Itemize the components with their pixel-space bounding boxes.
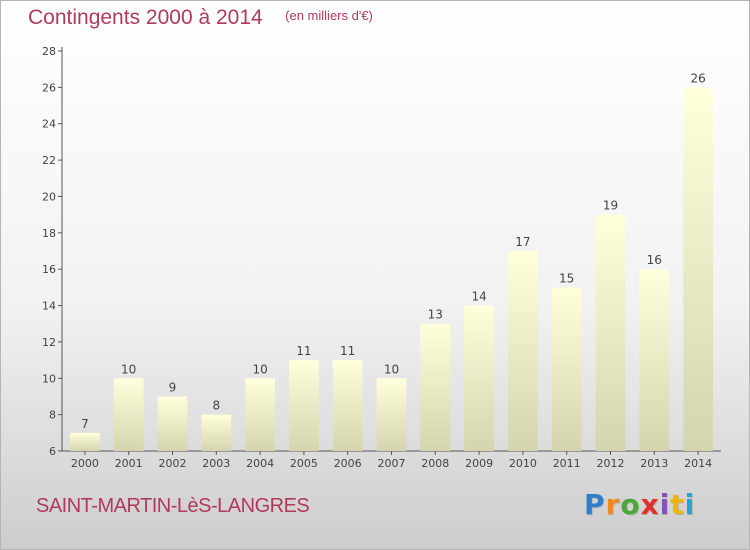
x-tick-label: 2007 xyxy=(378,457,406,470)
bar-value-label: 9 xyxy=(169,380,177,394)
bar xyxy=(420,323,451,451)
x-tick-label: 2006 xyxy=(334,457,362,470)
x-tick-label: 2008 xyxy=(421,457,449,470)
bar-value-label: 15 xyxy=(559,271,574,285)
x-tick-label: 2001 xyxy=(115,457,143,470)
bar xyxy=(332,360,363,451)
x-tick-label: 2003 xyxy=(202,457,230,470)
bar xyxy=(157,396,188,451)
y-tick-label: 10 xyxy=(42,372,56,385)
x-tick-label: 2004 xyxy=(246,457,274,470)
bar-value-label: 14 xyxy=(471,290,486,304)
x-tick-label: 2005 xyxy=(290,457,318,470)
commune-name: SAINT-MARTIN-LèS-LANGRES xyxy=(36,495,310,517)
bar xyxy=(551,287,582,451)
y-tick-label: 16 xyxy=(42,263,56,276)
y-tick-label: 12 xyxy=(42,336,56,349)
y-tick-label: 26 xyxy=(42,81,56,94)
y-tick-label: 24 xyxy=(42,118,56,131)
y-tick-label: 22 xyxy=(42,154,56,167)
bar xyxy=(595,214,626,451)
x-tick-label: 2014 xyxy=(684,457,712,470)
logo-letter: r xyxy=(605,488,621,521)
y-tick-label: 20 xyxy=(42,190,56,203)
y-tick-label: 6 xyxy=(49,445,56,458)
logo-letter: o xyxy=(620,488,641,521)
logo-letter: P xyxy=(584,488,606,521)
bar-value-label: 16 xyxy=(647,253,662,267)
bars: 7 10 9 8 10 11 11 10 13 14 17 15 19 16 26 xyxy=(70,71,713,451)
logo-letter: i xyxy=(659,488,671,521)
x-tick-label: 2010 xyxy=(509,457,537,470)
bar-value-label: 11 xyxy=(340,344,355,358)
bar xyxy=(376,378,407,451)
bar-value-label: 8 xyxy=(212,399,220,413)
y-tick-label: 14 xyxy=(42,300,56,313)
logo-letter: x xyxy=(640,488,660,521)
bar-value-label: 11 xyxy=(296,344,311,358)
x-tick-label: 2009 xyxy=(465,457,493,470)
bar xyxy=(289,360,319,451)
bar xyxy=(464,305,494,451)
bar-value-label: 10 xyxy=(252,362,267,376)
y-tick-label: 18 xyxy=(42,227,56,240)
x-tick-label: 2012 xyxy=(597,457,625,470)
bar-value-label: 10 xyxy=(384,362,399,376)
bar xyxy=(113,378,144,451)
bar-value-label: 26 xyxy=(690,71,705,85)
chart-title: Contingents 2000 à 2014 xyxy=(28,6,263,29)
x-tick-label: 2013 xyxy=(640,457,668,470)
bar xyxy=(70,432,100,451)
bar-value-label: 10 xyxy=(121,362,136,376)
bar xyxy=(245,378,275,451)
bar-value-label: 13 xyxy=(428,308,443,322)
x-axis: 2000 2001 2002 2003 2004 2005 2006 2007 2008 2009… xyxy=(62,450,721,470)
bar-value-label: 17 xyxy=(515,235,530,249)
x-tick-label: 2011 xyxy=(553,457,581,470)
x-tick-label: 2000 xyxy=(71,457,99,470)
bar xyxy=(508,251,538,451)
bar xyxy=(683,87,713,451)
bar xyxy=(639,269,670,451)
bar-value-label: 7 xyxy=(81,417,89,431)
y-tick-label: 28 xyxy=(42,45,56,58)
x-tick-label: 2002 xyxy=(159,457,187,470)
bar-value-label: 19 xyxy=(603,199,618,213)
title-row: Contingents 2000 à 2014 (en milliers d'€… xyxy=(28,6,373,30)
proxiti-logo[interactable]: Proxiti xyxy=(584,488,695,521)
logo-letter: i xyxy=(684,488,696,521)
bar xyxy=(201,414,232,451)
y-tick-label: 8 xyxy=(49,409,56,422)
y-axis: 6 8 10 12 14 16 18 20 22 24 26 28 xyxy=(42,45,63,458)
chart-unit-label: (en milliers d'€) xyxy=(285,8,373,23)
logo-letter: t xyxy=(670,488,685,521)
